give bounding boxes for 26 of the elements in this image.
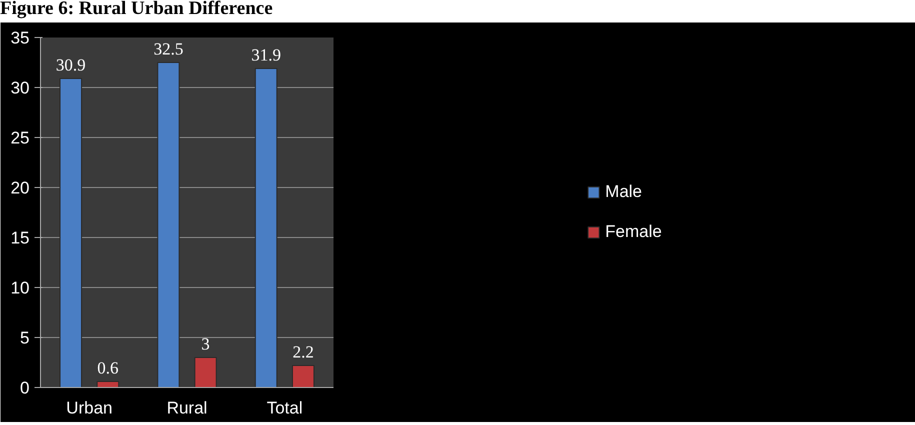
- legend-label: Female: [605, 222, 662, 242]
- data-label: 3: [201, 334, 210, 354]
- y-tick-label: 10: [10, 278, 30, 298]
- x-tick-label: Rural: [166, 398, 208, 418]
- x-tick-label: Urban: [66, 398, 112, 418]
- data-label: 0.6: [97, 358, 119, 378]
- chart-title: Figure 6: Rural Urban Difference: [0, 0, 273, 19]
- y-tick-label: 5: [20, 328, 30, 348]
- y-tick-label: 15: [10, 228, 30, 248]
- y-tick-label: 25: [10, 128, 30, 148]
- y-tick-label: 20: [10, 178, 30, 198]
- y-tick-label: 35: [10, 28, 30, 48]
- legend-label: Male: [605, 182, 642, 202]
- bar: [194, 357, 217, 388]
- bar: [96, 381, 120, 388]
- bar: [254, 68, 278, 388]
- data-label: 31.9: [251, 46, 281, 64]
- y-tick-label: 30: [10, 78, 30, 98]
- x-tick-label: Total: [266, 398, 303, 418]
- y-tick-label: 0: [20, 378, 30, 398]
- data-label: 2.2: [292, 342, 314, 362]
- bar: [157, 62, 180, 388]
- bar: [60, 78, 82, 388]
- data-label: 32.5: [154, 40, 184, 58]
- data-label: 30.9: [56, 56, 86, 74]
- bar: [292, 365, 314, 388]
